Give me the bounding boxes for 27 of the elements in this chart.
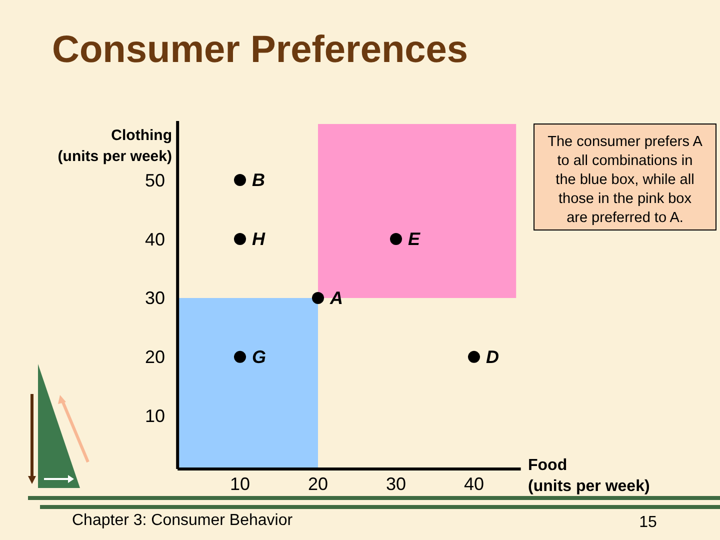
- point: [312, 292, 324, 304]
- point: [234, 232, 246, 245]
- text: Chapter 3: Consumer Behavior: [72, 512, 294, 529]
- point: [234, 174, 246, 186]
- y-tick-label: 20: [144, 347, 166, 368]
- series-label: D: [486, 346, 499, 367]
- y-tick-label: 40: [144, 229, 166, 250]
- x-tick-label: 10: [230, 474, 250, 494]
- text: 15: [639, 514, 657, 531]
- y-axis-title: Clothing (units per week): [58, 127, 172, 165]
- x-axis-title: Food (units per week): [528, 457, 650, 495]
- text: The consumer prefers A to all combinations in the blue box, while all those in the pink box are preferred to A.: [548, 134, 703, 226]
- series-label: H: [252, 228, 266, 249]
- y-tick-label: 50: [144, 170, 166, 190]
- chart-title: Consumer Preferences: [52, 29, 468, 71]
- series-label: B: [252, 170, 265, 190]
- x-tick-label: 30: [386, 474, 406, 494]
- y-tick-label: 10: [144, 406, 166, 426]
- x-tick-label: 40: [464, 474, 484, 494]
- point: [234, 350, 246, 363]
- x-tick-label: 20: [308, 474, 328, 494]
- series-label: A: [329, 288, 343, 308]
- point: [390, 232, 402, 245]
- y-tick-label: 30: [144, 288, 166, 308]
- series-label: G: [252, 346, 266, 367]
- series-label: E: [408, 228, 421, 249]
- point: [468, 350, 480, 363]
